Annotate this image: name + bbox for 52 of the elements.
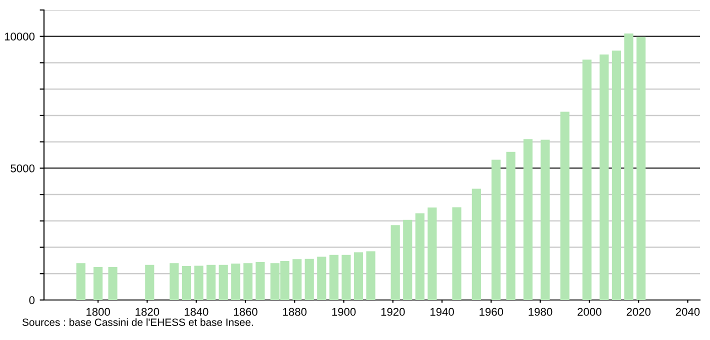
- bar: [206, 264, 216, 300]
- bar: [354, 252, 364, 300]
- x-tick-label: 1920: [381, 308, 405, 316]
- y-tick-label: 10000: [4, 32, 35, 40]
- bar: [428, 207, 437, 300]
- x-tick-label: 1900: [332, 308, 356, 316]
- bar: [256, 262, 265, 300]
- x-tick-label: 2000: [578, 308, 602, 316]
- source-note: Sources : base Cassini de l'EHESS et base Insee.: [22, 318, 253, 326]
- bar: [329, 254, 338, 300]
- bar: [452, 207, 462, 300]
- bar: [506, 152, 516, 300]
- x-tick-label: 2040: [676, 308, 700, 316]
- bar: [415, 213, 424, 300]
- bar: [170, 263, 179, 300]
- bar: [292, 259, 302, 300]
- bar: [472, 188, 481, 300]
- bar: [342, 254, 351, 300]
- bar: [612, 50, 622, 300]
- bar: [600, 54, 609, 300]
- bar: [582, 60, 592, 300]
- bar: [624, 33, 634, 300]
- bar: [243, 263, 252, 300]
- x-tick-label: 2020: [626, 308, 650, 316]
- x-tick-label: 1940: [430, 308, 454, 316]
- x-tick-label: 1980: [528, 308, 552, 316]
- x-tick-label: 1820: [136, 308, 160, 316]
- bar: [403, 220, 412, 300]
- bar: [76, 263, 86, 300]
- bar: [194, 266, 204, 300]
- bar: [108, 267, 118, 300]
- bar: [366, 251, 376, 300]
- bar: [94, 267, 103, 300]
- bar: [145, 264, 154, 300]
- bar: [304, 258, 314, 300]
- y-tick-label: 0: [29, 296, 35, 304]
- y-tick-label: 5000: [10, 164, 35, 172]
- bar: [636, 36, 646, 300]
- bar: [317, 256, 326, 300]
- bar: [523, 139, 533, 300]
- x-tick-label: 1860: [234, 308, 258, 316]
- bar: [182, 266, 192, 300]
- bar: [218, 264, 228, 300]
- x-tick-label: 1960: [480, 308, 504, 316]
- x-tick-label: 1800: [86, 308, 110, 316]
- bar: [231, 264, 240, 300]
- bar: [540, 140, 550, 300]
- x-tick-label: 1880: [283, 308, 307, 316]
- x-tick-label: 1840: [184, 308, 208, 316]
- bar: [390, 225, 400, 300]
- bar: [492, 160, 501, 300]
- bar: [560, 112, 570, 300]
